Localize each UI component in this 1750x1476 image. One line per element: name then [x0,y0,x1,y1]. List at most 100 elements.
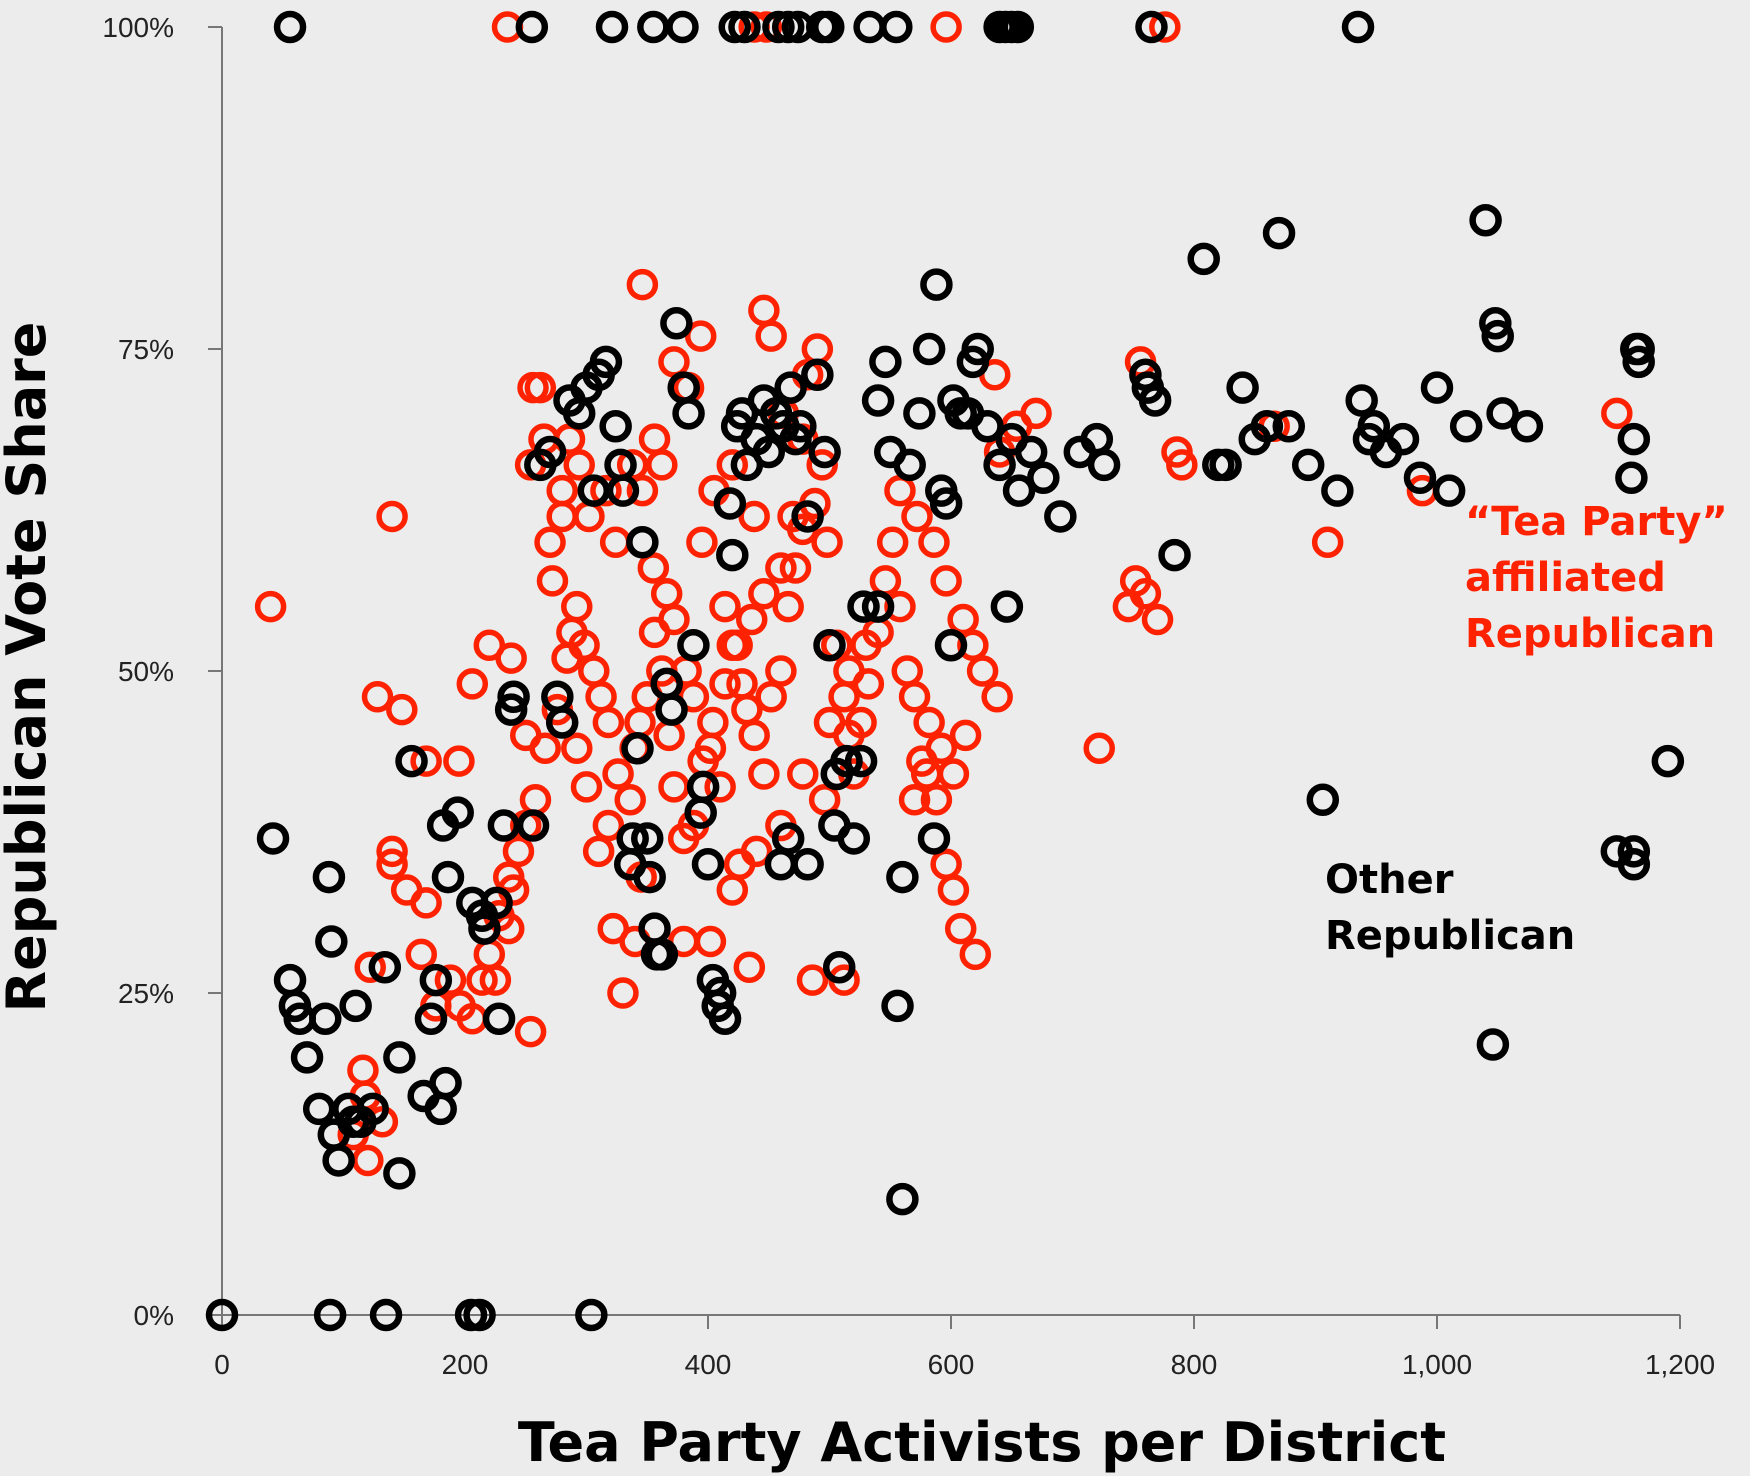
y-tick-label: 0% [134,1300,174,1331]
scatter-point [1469,203,1502,237]
scatter-point [686,526,718,558]
scatter-point [1432,474,1466,507]
scatter-point [981,681,1013,713]
scatter-point [614,784,646,816]
scatter-point [853,10,886,44]
scatter-point [658,346,690,378]
scatter-point [920,784,953,816]
y-tick-label: 50% [118,656,174,687]
scatter-point [376,835,408,868]
scatter-point [1044,500,1077,533]
scatter-point [592,809,625,842]
scatter-point [592,706,625,739]
scatter-point [901,500,933,533]
series-tea-party [254,11,1633,1177]
series-other-republican [205,10,1685,1332]
scatter-point [626,525,659,559]
scatter-point [869,345,902,379]
scatter-point [709,668,741,700]
scatter-point [886,1182,919,1216]
scatter-point [1291,448,1325,482]
scatter-point [607,977,639,1009]
scatter-point [626,268,659,301]
x-tick-label: 0 [214,1349,230,1380]
scatter-point [990,590,1024,623]
scatter-point [691,847,725,881]
scatter-point [290,1041,324,1074]
scatter-point [313,1298,347,1332]
scatter-point [801,333,834,365]
scatter-point [519,784,552,816]
scatter-point [646,449,678,481]
scatter-point [468,912,501,945]
scatter-point [1481,319,1514,353]
scatter-point [1476,1028,1510,1061]
legend-tea-party: “Tea Party” affiliated Republican [1465,499,1728,657]
scatter-point [796,964,829,996]
scatter-point [801,358,834,392]
scatter-point [1158,538,1191,572]
scatter-point [822,950,856,984]
scatter-point [869,565,902,597]
scatter-point [959,938,992,971]
scatter-point [497,680,530,714]
scatter-point [1014,435,1048,469]
scatter-point [740,835,773,868]
scatter-point [590,474,622,507]
scatter-point [912,332,946,366]
scatter-point [738,500,770,533]
scatter-point [312,860,346,894]
scatter-point [1449,410,1483,443]
scatter-point [1357,410,1391,443]
scatter-point [551,642,583,674]
scatter-point [771,822,805,855]
scatter-point [1129,577,1162,610]
scatter-point [582,835,615,868]
scatter-point [672,397,705,430]
scatter-point [910,758,943,790]
scatter-point [482,1002,516,1036]
scatter-point [893,448,926,482]
scatter-point [735,603,768,636]
scatter-point [419,963,453,997]
x-tick-label: 400 [685,1349,732,1380]
legend-label: “Tea Party” [1465,499,1728,545]
scatter-point [694,925,727,958]
scatter-point [1141,603,1174,636]
scatter-point [733,951,766,983]
scatter-point [339,989,372,1023]
scatter-point [1617,835,1651,868]
scatter-point [861,384,895,417]
scatter-point [934,628,968,662]
scatter-point [791,500,824,533]
scatter-point [1486,397,1519,430]
scatter-point [480,886,513,920]
scatter-point [837,822,871,855]
scatter-point [563,449,595,481]
scatter-point [570,771,603,803]
scatter-point [256,822,290,855]
scatter-point [514,1015,547,1048]
scatter-point [495,642,527,674]
scatter-point [666,10,699,44]
scatter-point [884,474,916,507]
y-tick-label: 25% [118,978,174,1009]
scatter-point [638,423,671,455]
scatter-point [1403,461,1437,495]
scatter-point [697,706,729,739]
scatter-point [929,487,963,520]
scatter-point [1386,422,1420,456]
scatter-point [273,963,307,997]
scatter-point [602,758,634,790]
scatter-point [944,912,977,945]
scatter-point [516,809,550,842]
scatter-point [1250,410,1284,443]
scatter-point [529,732,561,765]
scatter-point [1622,345,1655,379]
scatter-point [748,577,780,610]
scatter-point [546,500,578,533]
scatter-point [595,10,629,44]
scatter-point [492,861,525,893]
scatter-point [545,706,579,739]
scatter-point [616,822,649,855]
